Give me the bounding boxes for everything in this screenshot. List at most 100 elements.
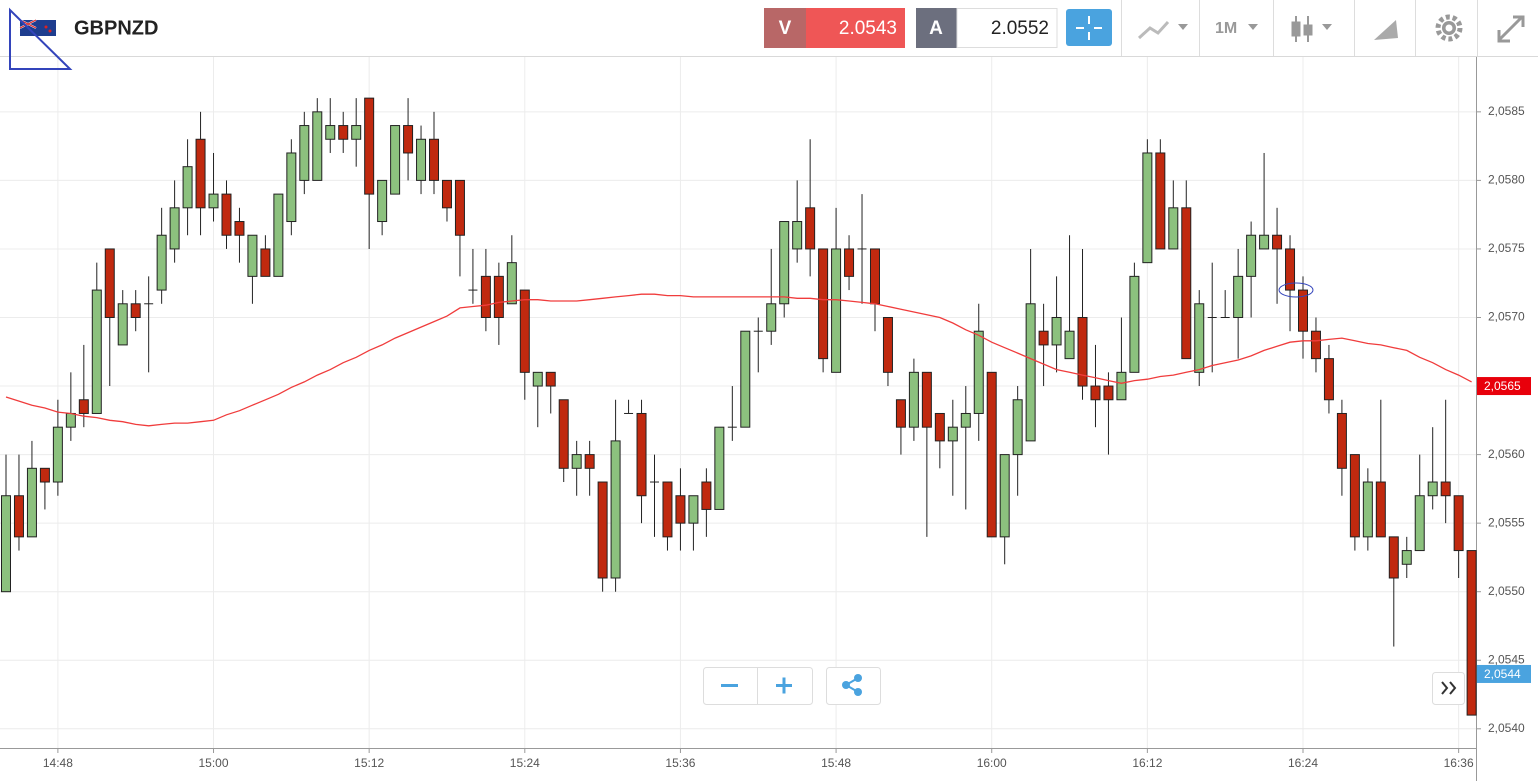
candle-body bbox=[1194, 303, 1205, 373]
sell-price: 2.0543 bbox=[839, 18, 897, 39]
y-tick-label: 2,0580 bbox=[1488, 173, 1525, 187]
candle-body bbox=[1155, 152, 1166, 250]
candle-body bbox=[1259, 234, 1270, 250]
candle-body bbox=[429, 138, 440, 181]
candle-body bbox=[636, 412, 647, 497]
candle-body bbox=[882, 316, 893, 373]
drawing-button[interactable] bbox=[1374, 20, 1398, 40]
candle-body bbox=[1310, 330, 1321, 360]
candle-body bbox=[1401, 550, 1412, 565]
candle-body bbox=[377, 179, 388, 223]
share-button[interactable] bbox=[826, 667, 881, 705]
candle-body bbox=[908, 371, 919, 428]
candle-body bbox=[740, 330, 751, 428]
scroll-right-button[interactable] bbox=[1432, 672, 1465, 705]
candle-body bbox=[1362, 481, 1373, 538]
price-marker-label: 2,0544 bbox=[1484, 667, 1521, 681]
candle-body bbox=[1440, 481, 1451, 497]
y-tick-label: 2,0585 bbox=[1488, 104, 1525, 118]
candle-body bbox=[532, 371, 543, 387]
sell-button[interactable]: V 2.0543 bbox=[764, 8, 905, 48]
fullscreen-button[interactable] bbox=[1497, 15, 1525, 43]
candle-body bbox=[1168, 207, 1179, 250]
candle-type-button[interactable] bbox=[1291, 16, 1332, 42]
candle-body bbox=[1272, 234, 1283, 250]
chart-type-button[interactable] bbox=[1137, 20, 1188, 40]
timeframe-button[interactable]: 1M bbox=[1215, 20, 1258, 37]
candle-body bbox=[65, 412, 76, 428]
buy-price: 2.0552 bbox=[991, 18, 1049, 39]
candle-body bbox=[91, 289, 102, 414]
candle-body bbox=[299, 125, 310, 181]
candle-body bbox=[999, 454, 1010, 538]
sell-label: V bbox=[779, 18, 792, 39]
candle-body bbox=[869, 248, 880, 305]
candle-body bbox=[1025, 303, 1036, 442]
y-tick-label: 2,0560 bbox=[1488, 447, 1525, 461]
candle-body bbox=[1336, 412, 1347, 469]
candle-body bbox=[480, 275, 491, 318]
candle-body bbox=[805, 207, 816, 250]
candle-body bbox=[1349, 454, 1360, 538]
crosshair-button[interactable] bbox=[1066, 9, 1112, 46]
candle-body bbox=[973, 330, 984, 414]
candle-body bbox=[895, 399, 906, 428]
candle-body bbox=[1181, 207, 1192, 360]
candle-body bbox=[1012, 399, 1023, 456]
zoom-controls bbox=[703, 667, 813, 705]
candle-body bbox=[597, 481, 608, 579]
symbol: GBPNZD bbox=[74, 17, 158, 39]
buy-button[interactable]: A 2.0552 bbox=[916, 8, 1058, 48]
y-tick-label: 2,0540 bbox=[1488, 721, 1525, 735]
candle-body bbox=[273, 193, 284, 277]
x-tick-label: 15:12 bbox=[354, 756, 384, 770]
price-marker bbox=[1477, 377, 1531, 396]
candle-body bbox=[441, 179, 452, 209]
candle-body bbox=[1064, 330, 1075, 360]
candle-body bbox=[947, 426, 958, 442]
x-tick-label: 16:36 bbox=[1444, 756, 1474, 770]
candle-body bbox=[818, 248, 829, 360]
candle-body bbox=[779, 221, 790, 305]
candle-body bbox=[156, 234, 167, 291]
y-tick-label: 2,0555 bbox=[1488, 515, 1525, 529]
candle-body bbox=[714, 426, 725, 510]
candle-body bbox=[1103, 385, 1114, 401]
candle-body bbox=[260, 248, 271, 277]
candle-body bbox=[1375, 481, 1386, 538]
x-tick-label: 14:48 bbox=[43, 756, 73, 770]
x-tick-label: 16:12 bbox=[1132, 756, 1162, 770]
candle-body bbox=[78, 399, 89, 414]
candle-body bbox=[169, 207, 180, 250]
settings-button[interactable] bbox=[1435, 14, 1463, 42]
candle-body bbox=[26, 467, 37, 538]
candle-body bbox=[688, 495, 699, 524]
candle-body bbox=[182, 166, 193, 209]
zoom-in[interactable] bbox=[776, 677, 792, 694]
candle-body bbox=[286, 152, 297, 223]
candle-body bbox=[986, 371, 997, 538]
x-tick-label: 15:48 bbox=[821, 756, 851, 770]
candle-body bbox=[351, 125, 362, 140]
candle-body bbox=[675, 495, 686, 524]
candle-body bbox=[1038, 330, 1049, 346]
x-tick-label: 15:00 bbox=[199, 756, 229, 770]
candle-body bbox=[403, 125, 414, 154]
candle-body bbox=[195, 138, 206, 209]
candle-body bbox=[519, 289, 530, 373]
candle-body bbox=[1246, 234, 1257, 277]
candle-body bbox=[454, 179, 465, 236]
candle-body bbox=[1298, 289, 1308, 332]
candle-body bbox=[1323, 358, 1334, 401]
candle-body bbox=[934, 412, 945, 442]
candle-body bbox=[1427, 481, 1438, 497]
candle-body bbox=[1453, 495, 1464, 552]
candle-body bbox=[52, 426, 63, 483]
candle-body bbox=[13, 495, 24, 538]
annotation-ellipse bbox=[1278, 282, 1314, 298]
candle-body bbox=[234, 221, 245, 236]
candle-body bbox=[221, 193, 232, 236]
candle-body bbox=[766, 303, 777, 332]
